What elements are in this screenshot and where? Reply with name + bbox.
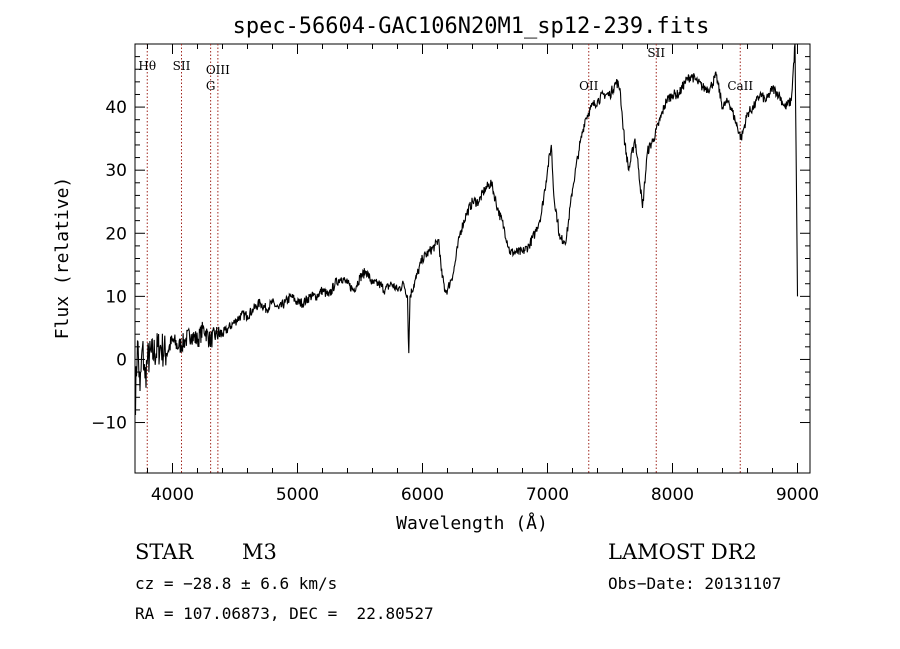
x-tick-label: 7000 [526, 485, 569, 505]
marker-label: SII [173, 59, 191, 73]
axis-ticks: 4000 5000 6000 7000 8000 9000 −10 0 10 20 30 40 [91, 44, 819, 505]
x-tick-label: 9000 [776, 485, 819, 505]
y-axis-label: Flux (relative) [52, 177, 73, 340]
coordinates: RA = 107.06873, DEC = 22.80527 [135, 604, 434, 623]
marker-label: OIII [206, 63, 230, 77]
chart-title: spec-56604-GAC106N20M1_sp12-239.fits [233, 14, 710, 39]
y-tick-label: −10 [91, 414, 127, 434]
y-tick-label: 40 [105, 98, 127, 118]
y-tick-label: 20 [105, 224, 127, 244]
plot-frame [134, 43, 811, 474]
marker-label: CaII [727, 79, 753, 93]
x-tick-label: 5000 [276, 485, 319, 505]
spectral-line-markers: Hθ SII OIII G OII SII CaII [138, 44, 753, 473]
marker-label: SII [647, 46, 665, 60]
marker-label: Hθ [138, 59, 156, 73]
x-tick-label: 6000 [401, 485, 444, 505]
survey-name: LAMOST DR2 [608, 540, 757, 564]
marker-label: OII [579, 79, 599, 93]
y-tick-label: 0 [116, 350, 127, 370]
subclass: M3 [242, 540, 277, 564]
x-tick-label: 4000 [151, 485, 194, 505]
marker-label: G [206, 79, 216, 93]
observation-date: Obs−Date: 20131107 [608, 574, 782, 593]
y-tick-label: 30 [105, 161, 127, 181]
x-axis-label: Wavelength (Å) [396, 512, 548, 534]
y-tick-label: 10 [105, 287, 127, 307]
x-tick-label: 8000 [651, 485, 694, 505]
object-class: STAR [135, 540, 194, 564]
redshift-cz: cz = −28.8 ± 6.6 km/s [135, 574, 338, 593]
spectrum-line [134, 43, 799, 416]
